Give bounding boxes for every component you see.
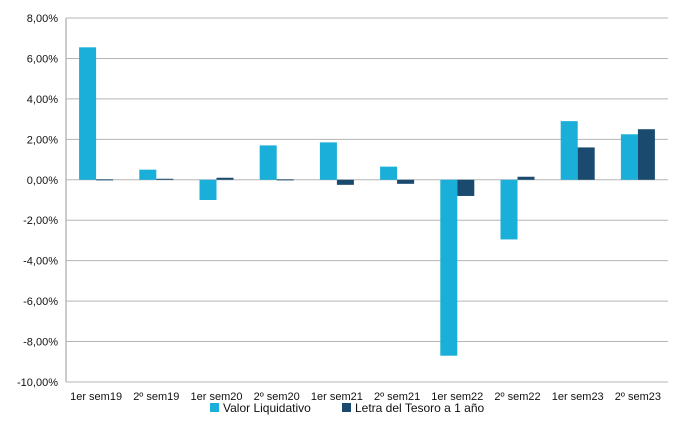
bar-letra-del-tesoro <box>397 179 415 184</box>
bar-valor-liquidativo <box>440 179 458 356</box>
y-tick-label: -4,00% <box>23 256 58 268</box>
y-axis-ticks: 8,00% 6,00% 4,00% 2,00% 0,00% -2,00% -4,00% -6,… <box>17 13 58 389</box>
y-tick-label: 6,00% <box>27 53 58 65</box>
x-category-label: 2º sem19 <box>133 391 179 403</box>
x-category-label: 1er sem22 <box>431 391 483 403</box>
bar-letra-del-tesoro <box>517 176 535 180</box>
x-category-label: 1er sem23 <box>552 391 604 403</box>
bar-letra-del-tesoro <box>216 177 234 180</box>
legend-label: Valor Liquidativo <box>223 401 311 415</box>
bars-layer <box>79 47 655 356</box>
bar-letra-del-tesoro <box>336 179 354 185</box>
legend: Valor Liquidativo Letra del Tesoro a 1 añ… <box>210 401 485 415</box>
bar-valor-liquidativo <box>500 179 518 240</box>
bar-valor-liquidativo <box>199 179 217 200</box>
y-tick-label: 2,00% <box>27 134 58 146</box>
bar-letra-del-tesoro <box>96 179 114 181</box>
y-tick-label: 0,00% <box>27 175 58 187</box>
x-category-label: 2º sem20 <box>254 391 300 403</box>
x-category-label: 2º sem22 <box>494 391 540 403</box>
grid-layer <box>65 17 668 383</box>
legend-label: Letra del Tesoro a 1 año <box>355 401 485 415</box>
legend-swatch <box>210 403 219 412</box>
x-category-label: 2º sem23 <box>615 391 661 403</box>
y-tick-label: -8,00% <box>23 337 58 349</box>
bar-letra-del-tesoro <box>577 147 595 180</box>
x-category-label: 1er sem19 <box>70 391 122 403</box>
x-category-label: 2º sem21 <box>374 391 420 403</box>
bar-valor-liquidativo <box>139 169 157 180</box>
bar-letra-del-tesoro <box>457 179 475 196</box>
bar-valor-liquidativo <box>259 145 277 180</box>
bar-valor-liquidativo <box>319 142 337 180</box>
x-axis-categories: 1er sem19 2º sem19 1er sem20 2º sem20 1er se… <box>70 391 661 403</box>
y-tick-label: -6,00% <box>23 296 58 308</box>
y-tick-label: -10,00% <box>17 377 58 389</box>
x-category-label: 1er sem21 <box>311 391 363 403</box>
bar-valor-liquidativo <box>79 47 97 180</box>
bar-valor-liquidativo <box>620 134 638 180</box>
bar-valor-liquidativo <box>380 166 398 180</box>
y-tick-label: 4,00% <box>27 94 58 106</box>
bar-valor-liquidativo <box>560 121 578 180</box>
bar-letra-del-tesoro <box>276 179 294 181</box>
bar-letra-del-tesoro <box>156 178 174 180</box>
bar-letra-del-tesoro <box>637 129 655 180</box>
y-tick-label: -2,00% <box>23 215 58 227</box>
legend-swatch <box>342 403 351 412</box>
x-category-label: 1er sem20 <box>191 391 243 403</box>
y-tick-label: 8,00% <box>27 13 58 25</box>
